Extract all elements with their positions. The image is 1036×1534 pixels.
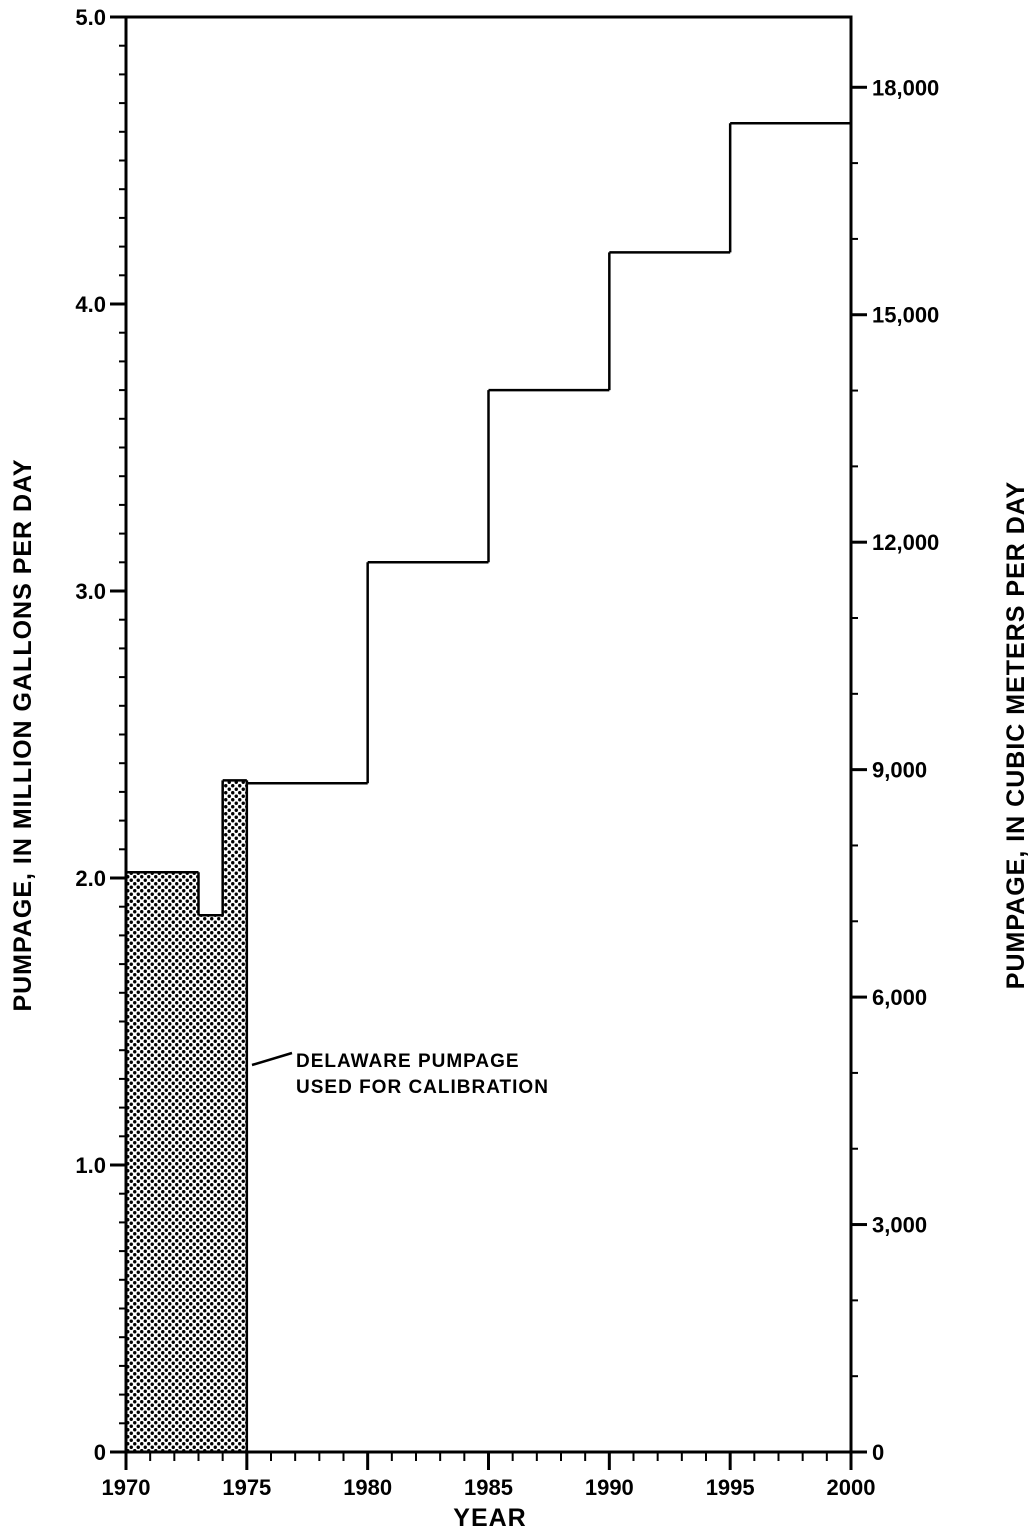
y-tick-label: 2.0 xyxy=(75,866,106,891)
y-tick-label: 5.0 xyxy=(75,5,106,30)
calibration-shaded-area xyxy=(126,780,249,1452)
x-tick-label: 2000 xyxy=(827,1475,876,1500)
annotation-line-1: DELAWARE PUMPAGE xyxy=(296,1051,520,1072)
y-right-tick-label: 12,000 xyxy=(872,530,939,555)
y-right-tick-label: 6,000 xyxy=(872,985,927,1010)
x-tick-label: 1970 xyxy=(102,1475,151,1500)
shaded-area xyxy=(126,780,247,1452)
x-tick-label: 1990 xyxy=(585,1475,634,1500)
x-tick-label: 1975 xyxy=(222,1475,271,1500)
y-axis-title-right: PUMPAGE, IN CUBIC METERS PER DAY xyxy=(1002,481,1030,989)
right-axis: 0 3,000 6,000 9,000 12,000 15,000 18,000 xyxy=(851,75,939,1465)
y-tick-label: 0 xyxy=(94,1440,106,1465)
annotation-leader xyxy=(251,1051,293,1067)
x-tick-label: 1985 xyxy=(464,1475,513,1500)
y-axis-title-left: PUMPAGE, IN MILLION GALLONS PER DAY xyxy=(9,458,37,1011)
x-axis-title: YEAR xyxy=(453,1504,526,1532)
y-tick-label: 1.0 xyxy=(75,1153,106,1178)
y-right-tick-label: 15,000 xyxy=(872,303,939,328)
left-axis: 0 1.0 2.0 3.0 4.0 5.0 xyxy=(75,5,126,1465)
y-tick-label: 3.0 xyxy=(75,579,106,604)
annotation-line-2: USED FOR CALIBRATION xyxy=(296,1077,549,1098)
y-right-tick-label: 0 xyxy=(872,1440,884,1465)
x-tick-label: 1995 xyxy=(706,1475,755,1500)
y-right-tick-label: 3,000 xyxy=(872,1213,927,1238)
y-right-tick-label: 9,000 xyxy=(872,758,927,783)
y-tick-label: 4.0 xyxy=(75,292,106,317)
pumpage-step-line xyxy=(126,121,851,917)
x-axis: 1970 1975 1980 1985 1990 1995 2000 xyxy=(102,1452,876,1500)
y-right-tick-label: 18,000 xyxy=(872,75,939,100)
x-tick-label: 1980 xyxy=(343,1475,392,1500)
